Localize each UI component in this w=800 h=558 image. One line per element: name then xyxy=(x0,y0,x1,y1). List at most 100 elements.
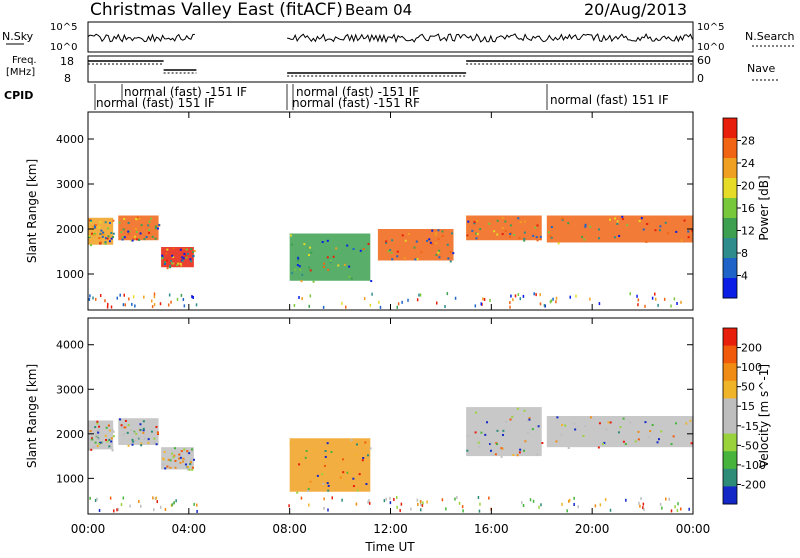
velocity-speckle xyxy=(502,429,505,432)
power-ground-scatter xyxy=(341,301,343,305)
velocity-speckle xyxy=(174,459,177,462)
power-ground-scatter xyxy=(676,302,678,306)
power-speckle xyxy=(396,255,399,258)
velocity-ground-scatter xyxy=(625,498,627,502)
power-speckle xyxy=(434,231,437,234)
velocity-speckle xyxy=(142,431,145,434)
velocity-speckle xyxy=(124,419,127,422)
velocity-speckle xyxy=(356,489,359,492)
velocity-speckle xyxy=(186,451,189,454)
power-speckle xyxy=(112,232,115,235)
velocity-ground-scatter xyxy=(116,508,118,512)
power-speckle xyxy=(179,248,182,251)
power-ground-scatter xyxy=(629,292,631,296)
velocity-speckle xyxy=(330,450,333,453)
velocity-speckle xyxy=(91,438,94,441)
velocity-speckle xyxy=(105,426,108,429)
power-speckle xyxy=(122,228,125,231)
power-speckle xyxy=(182,257,185,260)
power-speckle xyxy=(343,263,346,266)
power-speckle xyxy=(136,218,139,221)
velocity-speckle xyxy=(509,418,512,421)
velocity-speckle xyxy=(299,459,302,462)
power-speckle xyxy=(289,234,292,237)
velocity-speckle xyxy=(188,468,191,471)
power-speckle xyxy=(176,264,179,267)
velocity-colorbar-cell xyxy=(723,328,737,347)
velocity-speckle xyxy=(110,437,113,440)
velocity-speckle xyxy=(555,440,558,443)
power-speckle xyxy=(638,220,641,223)
power-speckle xyxy=(150,217,153,220)
power-speckle xyxy=(112,235,115,238)
velocity-panel: 1000 2000 3000 4000 Slant Range [km] xyxy=(25,317,694,515)
power-speckle xyxy=(121,238,124,241)
power-ground-scatter xyxy=(369,303,372,307)
velocity-speckle xyxy=(352,477,355,480)
velocity-ground-scatter xyxy=(659,502,662,506)
power-speckle xyxy=(180,264,183,267)
power-ground-scatter xyxy=(654,297,657,301)
velocity-speckle xyxy=(307,488,310,491)
power-speckle xyxy=(658,229,661,232)
velocity-speckle xyxy=(354,453,357,456)
power-speckle xyxy=(387,250,390,253)
power-speckle xyxy=(135,230,138,233)
power-speckle xyxy=(123,236,126,239)
velocity-speckle xyxy=(189,458,192,461)
power-ground-scatter xyxy=(444,305,446,309)
power-speckle xyxy=(121,236,124,239)
velocity-ground-scatter xyxy=(521,501,523,505)
power-ground-scatter xyxy=(480,302,482,306)
freq-strip: Freq. [MHz] 18 8 60 0 Nave xyxy=(6,54,780,85)
power-ground-scatter xyxy=(651,296,654,300)
velocity-speckle xyxy=(92,446,95,449)
power-speckle xyxy=(322,265,325,268)
velocity-speckle xyxy=(327,489,330,492)
power-speckle xyxy=(291,272,294,275)
power-ytick-label: 1000 xyxy=(56,268,84,281)
power-ground-scatter xyxy=(132,295,135,299)
power-speckle xyxy=(102,231,105,234)
power-speckle xyxy=(106,237,109,240)
power-colorbar-tick-label: 8 xyxy=(741,247,748,260)
velocity-speckle xyxy=(324,450,327,453)
nsky-trace-line xyxy=(87,33,195,43)
velocity-speckle xyxy=(605,428,608,431)
power-speckle xyxy=(138,217,141,220)
power-speckle xyxy=(329,259,332,262)
velocity-colorbar-cell xyxy=(723,451,737,470)
power-speckle xyxy=(550,226,553,229)
velocity-speckle xyxy=(501,447,504,450)
power-speckle xyxy=(107,235,110,238)
velocity-ground-scatter xyxy=(355,502,358,506)
power-speckle xyxy=(614,217,617,220)
velocity-speckle xyxy=(541,442,544,445)
power-ground-scatter xyxy=(106,305,109,309)
power-speckle xyxy=(350,277,353,280)
power-ground-scatter xyxy=(539,293,541,297)
velocity-speckle xyxy=(323,464,326,467)
power-speckle xyxy=(181,256,184,259)
velocity-speckle xyxy=(321,473,324,476)
velocity-speckle xyxy=(364,441,367,444)
power-speckle xyxy=(172,255,175,258)
velocity-colorbar-cell xyxy=(723,363,737,382)
power-ground-scatter xyxy=(539,302,542,306)
power-speckle xyxy=(337,264,340,267)
power-speckle xyxy=(170,260,173,263)
power-speckle xyxy=(123,218,126,221)
power-ground-scatter xyxy=(396,305,399,309)
velocity-speckle xyxy=(322,482,325,485)
power-speckle xyxy=(597,228,600,231)
power-speckle xyxy=(447,257,450,260)
velocity-ground-scatter xyxy=(577,505,579,509)
velocity-speckle xyxy=(466,449,469,452)
power-speckle xyxy=(186,252,189,255)
date-label: 20/Aug/2013 xyxy=(584,0,687,19)
velocity-speckle xyxy=(138,436,141,439)
velocity-speckle xyxy=(186,450,189,453)
power-speckle xyxy=(488,222,491,225)
power-speckle xyxy=(189,258,192,261)
power-speckle xyxy=(326,256,329,259)
